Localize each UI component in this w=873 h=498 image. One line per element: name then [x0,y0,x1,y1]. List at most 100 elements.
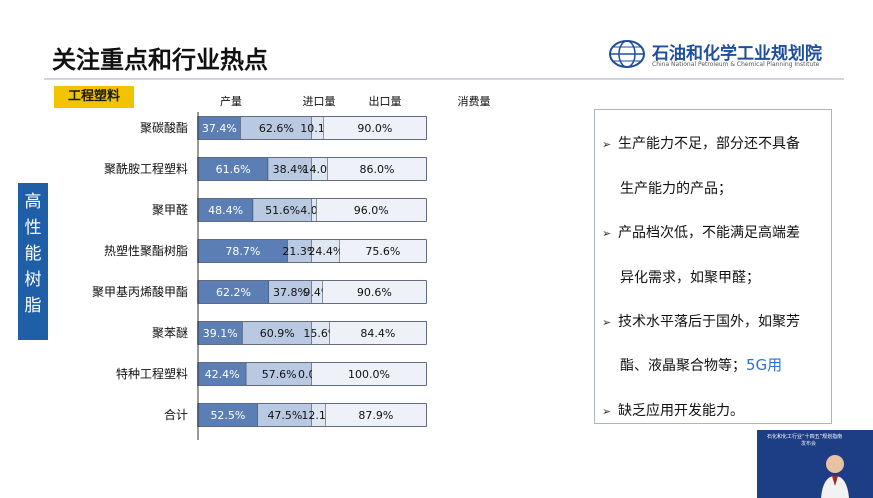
column-header: 消费量 [458,94,491,108]
bar-segment [312,363,426,385]
data-label: 42.4% [205,368,240,381]
data-label: 90.0% [357,122,392,135]
arrow-bullet-icon: ➢ [602,138,612,151]
bar-segment [253,199,312,221]
column-header: 产量 [220,94,242,108]
data-label: 51.6% [265,204,300,217]
data-label: 24.4% [308,245,343,258]
findings-panel [594,109,832,424]
data-label: 90.6% [357,286,392,299]
side-label-char: 高 [24,192,42,212]
bar-segment [312,117,324,139]
bullet-item: ➢ 产品档次低，不能满足高端差 [602,222,800,242]
data-label: 61.6% [216,163,251,176]
data-label: 48.4% [208,204,243,217]
bullet-item: ➢ 缺乏应用开发能力。 [602,400,744,420]
category-label: 聚甲基丙烯酸甲酯 [92,284,188,299]
data-label: 47.5% [267,409,302,422]
bar-segment [322,281,426,303]
org-logo: 石油和化学工业规划院 China National Petroleum & Ch… [608,39,858,73]
side-label-char: 树 [24,270,42,290]
bullet-text-cont: 酯、液晶聚合物等；5G用 [620,354,782,375]
side-label: 高 性 能 树 脂 [18,183,48,340]
bar-segment [198,281,269,303]
category-label: 特种工程塑料 [116,366,188,381]
category-label: 聚碳酸酯 [140,120,188,135]
data-label: 52.5% [210,409,245,422]
data-label: 37.8% [273,286,308,299]
category-label: 聚酰胺工程塑料 [104,161,188,176]
category-label: 合计 [164,407,188,422]
bar-segment [257,404,312,426]
data-label: 62.2% [216,286,251,299]
bar-segment [312,322,330,344]
arrow-bullet-icon: ➢ [602,405,612,418]
arrow-bullet-icon: ➢ [602,316,612,329]
data-label: 57.6% [262,368,297,381]
side-label-char: 脂 [24,296,42,316]
bar-segment [268,158,312,180]
bar-segment [198,363,247,385]
category-label: 聚甲醛 [152,202,188,217]
data-label: 87.9% [358,409,393,422]
bar-segment [198,322,243,344]
bar-segment [339,240,426,262]
arrow-bullet-icon: ➢ [602,227,612,240]
video-thumbnail[interactable]: 石化和化工行业“十四五”规划指南 发布会 [757,430,873,498]
bar-segment [323,117,427,139]
bar-segment [316,199,426,221]
bar-segment [198,117,241,139]
column-header: 出口量 [369,94,402,108]
data-label: 21.3% [282,245,317,258]
bar-segment [198,199,254,221]
data-label: 60.9% [260,327,295,340]
side-label-char: 能 [24,244,42,264]
category-label: 热塑性聚酯树脂 [104,243,188,258]
bar-segment [312,199,317,221]
data-label: 78.7% [225,245,260,258]
header-divider [44,78,844,80]
data-label: 84.4% [360,327,395,340]
org-name-en: China National Petroleum & Chemical Plan… [652,61,820,68]
column-header: 进口量 [303,95,336,108]
bar-segment [312,281,323,303]
data-label: 39.1% [203,327,238,340]
video-thumbnail-heading: 石化和化工行业“十四五”规划指南 [767,434,843,440]
bar-segment [242,322,312,344]
bullet-text: 技术水平落后于国外，如聚芳 [618,314,800,330]
handwritten-note: 5G用 [746,356,783,374]
bar-segment [325,404,426,426]
org-name: 石油和化学工业规划院 [652,44,822,64]
bullet-text: 缺乏应用开发能力。 [618,403,744,419]
bullet-text-line: 酯、液晶聚合物等； [620,358,746,374]
data-label: 37.4% [202,122,237,135]
category-tag: 工程塑料 [54,86,134,108]
bar-segment [329,322,426,344]
bullet-text: 生产能力不足，部分还不具备 [618,136,800,152]
bar-segment [240,117,312,139]
bar-segment [312,404,326,426]
data-label: 100.0% [348,368,390,381]
data-label: 62.6% [259,122,294,135]
page-title: 关注重点和行业热点 [52,46,268,74]
data-label: 38.4% [273,163,308,176]
bar-segment [287,240,312,262]
globe-logo-icon [609,40,645,68]
bullet-item: ➢ 生产能力不足，部分还不具备 [602,133,800,153]
bar-segment [268,281,312,303]
side-label-char: 性 [24,218,42,238]
bar-segment [198,240,288,262]
data-label: 15.6% [303,327,338,340]
bar-segment [198,158,269,180]
video-thumbnail-sub: 发布会 [801,441,817,447]
data-label: 96.0% [354,204,389,217]
bullet-text-cont: 生产能力的产品； [620,181,732,197]
bar-segment [312,240,340,262]
bullet-text-cont: 异化需求，如聚甲醛； [620,270,760,286]
bar-segment [312,158,328,180]
bar-segment [198,404,258,426]
data-label: 75.6% [365,245,400,258]
speaker-icon [821,455,849,498]
bullet-item: ➢ 技术水平落后于国外，如聚芳 [602,311,800,331]
